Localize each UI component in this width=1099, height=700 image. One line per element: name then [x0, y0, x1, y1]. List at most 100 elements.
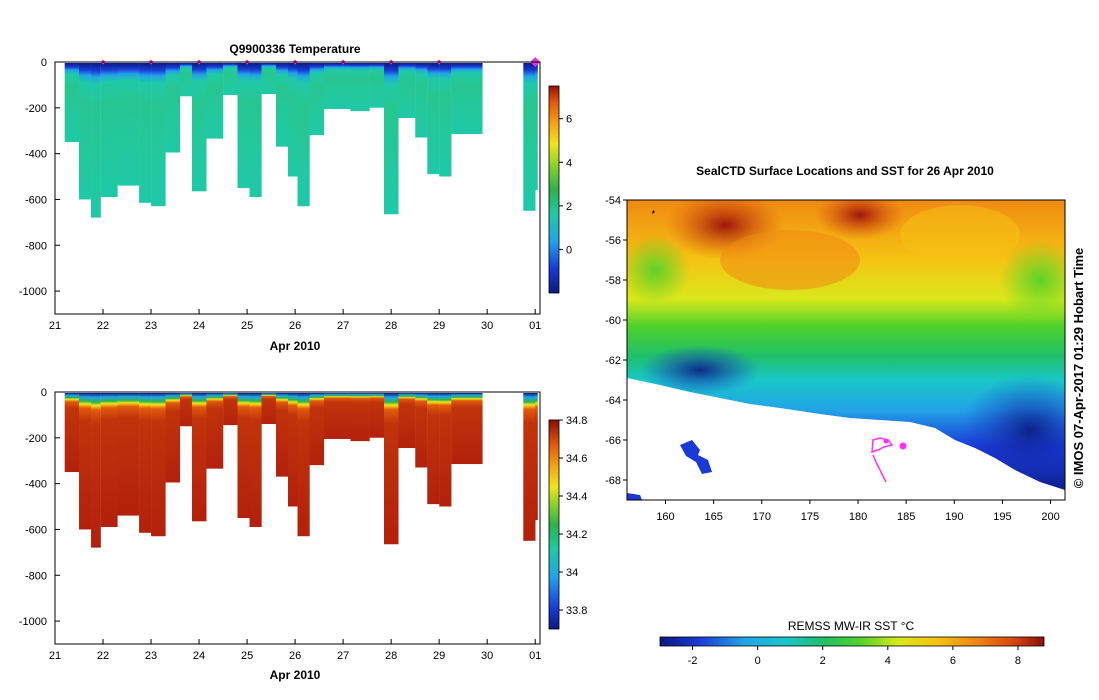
map-x-tick-label: 175: [801, 511, 819, 523]
x-tick-label: 01: [529, 320, 541, 332]
profile-column: [427, 63, 440, 175]
profile-column: [100, 63, 118, 198]
profile-column: [165, 63, 181, 153]
profile-column: [206, 63, 224, 139]
temperature-plot-frame: [54, 61, 541, 315]
x-tick-label: 26: [289, 320, 301, 332]
profile-column: [439, 63, 452, 177]
map-x-tick-label: 170: [753, 511, 771, 523]
map-y-tick-label: -56: [605, 235, 621, 247]
profile-column: [398, 63, 416, 119]
profile-column: [383, 393, 399, 545]
colorbar-tick-label: 34.8: [566, 415, 587, 427]
salinity-plot-frame: [54, 391, 541, 645]
y-tick-label: -400: [25, 149, 47, 161]
profile-column: [297, 393, 310, 537]
ice-edge-patch: [680, 440, 712, 474]
colorbar-tick-label: 34.4: [566, 491, 587, 503]
sst-colorbar-tick-label: 6: [950, 655, 956, 667]
x-tick-label: 24: [193, 650, 205, 662]
map-y-tick-label: -68: [605, 475, 621, 487]
y-tick-label: -600: [25, 194, 47, 206]
profile-column: [383, 63, 399, 215]
colorbar-tick-label: 4: [566, 157, 572, 169]
y-tick-label: -400: [25, 479, 47, 491]
profile-column: [191, 63, 207, 192]
profile-column: [427, 393, 440, 505]
x-tick-label: 24: [193, 320, 205, 332]
profile-column: [535, 393, 538, 521]
x-tick-label: 23: [145, 320, 157, 332]
profile-column: [165, 393, 181, 483]
salinity-colorbar: [548, 419, 560, 630]
x-tick-label: 29: [433, 650, 445, 662]
profile-column: [451, 63, 483, 135]
profile-column: [261, 393, 277, 425]
profile-column: [206, 393, 224, 469]
x-tick-label: 30: [481, 650, 493, 662]
x-tick-label: 23: [145, 650, 157, 662]
map-x-tick-label: 160: [656, 511, 674, 523]
profile-column: [117, 393, 140, 516]
profile-column: [439, 393, 452, 507]
profile-column: [151, 63, 166, 207]
sst-colorbar-tick-label: 4: [885, 655, 891, 667]
y-tick-label: -800: [25, 240, 47, 252]
temperature-xlabel: Apr 2010: [270, 339, 321, 353]
sst-map: SealCTD Surface Locations and SST for 26…: [605, 164, 1086, 667]
profile-column: [91, 63, 101, 218]
x-tick-label: 27: [337, 650, 349, 662]
profile-column: [398, 393, 416, 449]
profile-column: [191, 393, 207, 522]
map-x-tick-label: 190: [945, 511, 963, 523]
y-tick-label: 0: [41, 387, 47, 399]
profile-column: [323, 63, 351, 109]
imos-credit: © IMOS 07-Apr-2017 01:29 Hobart Time: [1071, 248, 1086, 489]
colorbar-tick-label: 6: [566, 114, 572, 126]
profile-column: [64, 393, 80, 473]
y-tick-label: -600: [25, 524, 47, 536]
map-x-tick-label: 195: [993, 511, 1011, 523]
profile-column: [369, 393, 385, 438]
profile-column: [275, 393, 289, 477]
x-tick-label: 28: [385, 650, 397, 662]
salinity-xlabel: Apr 2010: [270, 668, 321, 682]
salinity-colorbar-ticks: 34.8 34.6 34.4 34.2 34 33.8: [559, 415, 587, 617]
colorbar-tick-label: 2: [566, 201, 572, 213]
colorbar-tick-label: 0: [566, 244, 572, 256]
profile-column: [287, 393, 298, 507]
profile-column: [237, 63, 250, 188]
x-tick-label: 29: [433, 320, 445, 332]
x-tick-label: 30: [481, 320, 493, 332]
profile-column: [415, 393, 428, 468]
map-y-tick-label: -58: [605, 275, 621, 287]
sst-colorbar-tick-label: 8: [1015, 655, 1021, 667]
profile-column: [223, 63, 238, 96]
sst-map-axes: 160 165 170 175 180 185 190 195 200 -54 -56 -58 -60 -…: [605, 195, 1060, 523]
profile-column: [261, 63, 277, 95]
profile-column: [179, 393, 193, 427]
sst-colorbar-tick-label: 0: [755, 655, 761, 667]
map-y-tick-label: -64: [605, 395, 621, 407]
colorbar-tick-label: 34.2: [566, 529, 587, 541]
profile-column: [350, 393, 370, 442]
x-tick-label: 27: [337, 320, 349, 332]
profile-column: [151, 393, 166, 537]
profile-column: [309, 63, 325, 136]
profile-column: [179, 63, 193, 97]
temperature-title: Q9900336 Temperature: [229, 42, 361, 56]
profile-column: [100, 393, 118, 528]
profile-column: [91, 393, 101, 548]
profile-column: [249, 393, 262, 528]
temperature-axes: 0 -200 -400 -600 -800 -1000 21 22 23 24 25 26 27 28 29…: [19, 57, 541, 332]
profile-column: [415, 63, 428, 138]
profile-column: [139, 63, 152, 203]
seal-position-marker: [899, 442, 907, 450]
x-tick-label: 28: [385, 320, 397, 332]
profile-column: [523, 393, 536, 541]
profile-column: [79, 63, 92, 200]
profile-column: [350, 63, 370, 112]
y-tick-label: -200: [25, 103, 47, 115]
x-tick-label: 22: [97, 650, 109, 662]
profile-column: [275, 63, 289, 147]
